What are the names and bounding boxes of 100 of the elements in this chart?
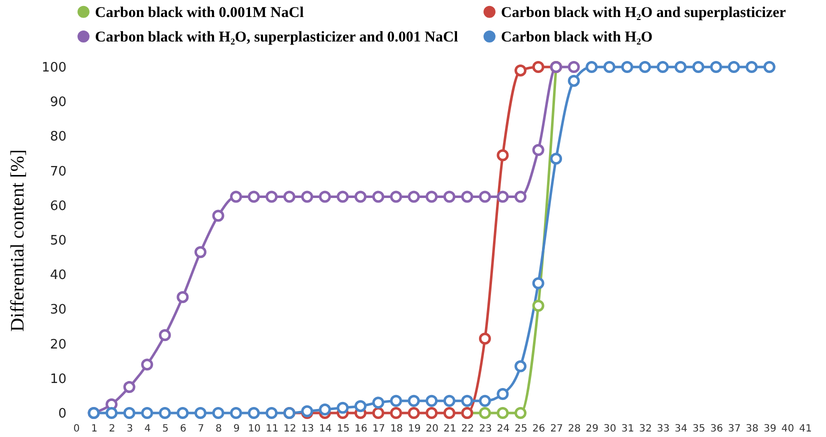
point [638,61,651,73]
point [514,64,527,76]
x-tick-label: 26 [532,424,546,434]
point [514,360,527,372]
x-tick-label: 14 [319,424,332,434]
x-tick-label: 35 [692,424,706,434]
point [318,190,331,203]
point [674,61,687,73]
point [123,407,136,419]
point [301,190,314,203]
point [283,190,296,203]
legend-label: Carbon black with 0.001M NaCl [95,4,304,21]
point [176,407,189,419]
point [496,149,509,162]
point [408,190,420,203]
point [461,190,474,203]
point [532,61,544,73]
y-tick-label: 0 [58,406,66,422]
x-tick-label: 15 [336,424,350,434]
point [550,152,562,165]
x-tick-label: 33 [656,424,670,434]
x-tick-label: 20 [426,424,438,434]
x-tick-label: 6 [180,424,186,434]
x-tick-label: 19 [408,424,421,434]
x-tick-label: 4 [144,424,151,434]
x-tick-label: 0 [73,424,80,434]
x-tick-label: 37 [728,424,741,434]
point [478,407,491,419]
x-tick-label: 40 [781,424,794,434]
point [212,210,224,222]
y-tick-label: 90 [50,95,66,110]
point [123,381,136,394]
x-tick-label: 2 [108,424,116,434]
x-tick-label: 8 [216,424,222,434]
legend-label: Carbon black with H₂O, superplasticizer and 0.001 NaCl [95,30,458,46]
point [514,407,527,419]
point [443,394,456,407]
x-tick-label: 13 [301,424,314,434]
point [106,407,118,419]
legend-label: Carbon black with H₂O [501,30,653,46]
point [461,394,474,407]
x-tick-label: 1 [91,424,98,434]
point [478,332,491,345]
point [656,61,669,73]
point [532,144,544,156]
point [568,74,580,87]
point [568,61,580,73]
point [443,190,456,203]
point [532,300,544,312]
y-tick-label: 100 [42,60,66,76]
point [372,396,384,409]
point [372,190,384,203]
point [586,61,598,73]
y-tick-label: 20 [50,337,66,352]
y-tick-label: 70 [50,164,66,180]
x-tick-label: 22 [461,424,474,434]
point [354,190,366,203]
x-tick-label: 18 [390,424,403,434]
x-tick-label: 41 [799,424,812,434]
x-tick-label: 17 [372,424,386,434]
x-tick-label: 30 [604,424,616,434]
point [266,407,278,419]
point [141,407,154,419]
point [230,190,242,203]
legend-label: Carbon black with H₂O and superplasticizer [501,4,786,21]
point [266,190,278,203]
x-tick-label: 38 [746,424,759,434]
point [710,61,722,73]
point [230,407,242,419]
y-axis-title: Differential content [%] [8,149,29,332]
point [426,394,438,407]
x-tick-label: 24 [496,424,510,434]
point [194,407,206,419]
point [426,190,438,203]
x-tick-label: 25 [514,424,528,434]
point [158,407,171,419]
point [318,404,331,416]
x-tick-label: 28 [568,424,581,434]
point [621,61,634,73]
x-tick-label: 27 [550,424,563,434]
x-tick-label: 3 [126,424,134,434]
x-tick-label: 9 [233,424,240,434]
x-tick-label: 23 [479,424,492,434]
point [496,190,509,203]
point [692,61,704,73]
x-tick-label: 34 [674,424,688,434]
point [390,394,402,407]
point [514,190,527,203]
y-tick-label: 60 [50,198,66,214]
point [336,402,349,414]
point [603,61,616,73]
y-tick-label: 80 [50,130,66,145]
point [478,394,491,407]
x-tick-label: 7 [198,424,204,434]
x-tick-label: 21 [444,424,456,434]
y-tick-label: 10 [50,372,66,387]
y-tick-label: 40 [50,268,66,284]
point [158,329,171,342]
x-tick-label: 39 [764,424,776,434]
x-tick-label: 11 [266,424,278,434]
